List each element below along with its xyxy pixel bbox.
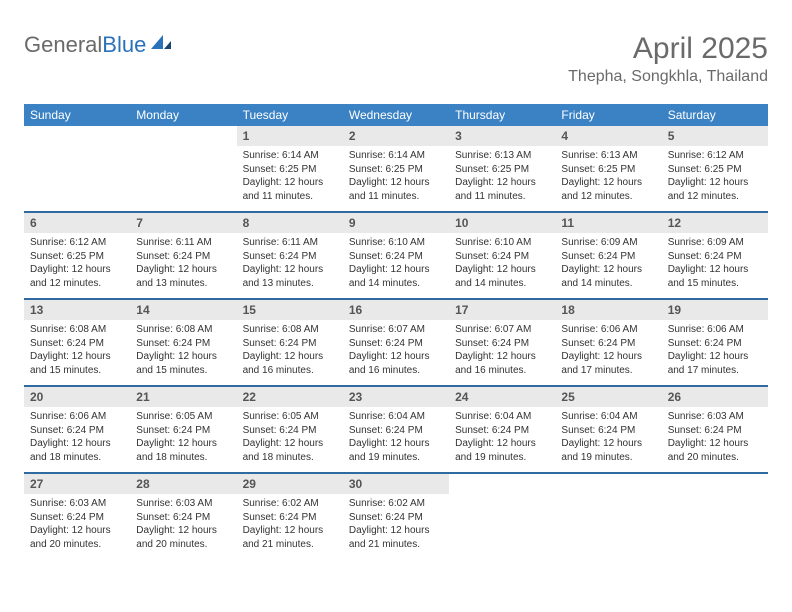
day-info-cell [662,494,768,559]
date-cell: 22 [237,386,343,407]
header: GeneralBlue April 2025 Thepha, Songkhla,… [24,32,768,86]
date-cell: 28 [130,473,236,494]
info-row: Sunrise: 6:14 AMSunset: 6:25 PMDaylight:… [24,146,768,212]
date-cell: 2 [343,126,449,146]
date-cell: 10 [449,212,555,233]
title-block: April 2025 Thepha, Songkhla, Thailand [568,32,768,86]
date-cell: 11 [555,212,661,233]
date-cell: 14 [130,299,236,320]
date-cell [662,473,768,494]
day-info-cell [449,494,555,559]
month-title: April 2025 [568,32,768,66]
date-cell: 26 [662,386,768,407]
date-cell: 16 [343,299,449,320]
day-info-cell: Sunrise: 6:12 AMSunset: 6:25 PMDaylight:… [662,146,768,212]
date-cell: 12 [662,212,768,233]
date-cell: 3 [449,126,555,146]
date-cell: 9 [343,212,449,233]
logo-word-general: General [24,32,102,57]
day-info-cell: Sunrise: 6:13 AMSunset: 6:25 PMDaylight:… [555,146,661,212]
day-info-cell: Sunrise: 6:02 AMSunset: 6:24 PMDaylight:… [343,494,449,559]
date-cell: 19 [662,299,768,320]
date-cell: 6 [24,212,130,233]
date-cell: 23 [343,386,449,407]
date-cell: 20 [24,386,130,407]
date-row: 20212223242526 [24,386,768,407]
date-cell [130,126,236,146]
location-text: Thepha, Songkhla, Thailand [568,68,768,86]
day-info-cell: Sunrise: 6:13 AMSunset: 6:25 PMDaylight:… [449,146,555,212]
date-cell [555,473,661,494]
day-info-cell: Sunrise: 6:14 AMSunset: 6:25 PMDaylight:… [343,146,449,212]
day-info-cell: Sunrise: 6:10 AMSunset: 6:24 PMDaylight:… [449,233,555,299]
date-row: 12345 [24,126,768,146]
weekday-header: Tuesday [237,104,343,126]
day-info-cell [130,146,236,212]
day-info-cell: Sunrise: 6:04 AMSunset: 6:24 PMDaylight:… [343,407,449,473]
day-info-cell: Sunrise: 6:08 AMSunset: 6:24 PMDaylight:… [24,320,130,386]
weekday-header: Saturday [662,104,768,126]
day-info-cell: Sunrise: 6:05 AMSunset: 6:24 PMDaylight:… [237,407,343,473]
date-cell [24,126,130,146]
date-cell: 29 [237,473,343,494]
date-cell: 17 [449,299,555,320]
day-info-cell: Sunrise: 6:03 AMSunset: 6:24 PMDaylight:… [662,407,768,473]
date-cell: 4 [555,126,661,146]
day-info-cell: Sunrise: 6:04 AMSunset: 6:24 PMDaylight:… [449,407,555,473]
weekday-header: Friday [555,104,661,126]
weekday-header: Wednesday [343,104,449,126]
day-info-cell [555,494,661,559]
weekday-header: Thursday [449,104,555,126]
day-info-cell: Sunrise: 6:11 AMSunset: 6:24 PMDaylight:… [130,233,236,299]
day-info-cell [24,146,130,212]
day-info-cell: Sunrise: 6:04 AMSunset: 6:24 PMDaylight:… [555,407,661,473]
weekday-header: Sunday [24,104,130,126]
date-cell: 7 [130,212,236,233]
day-info-cell: Sunrise: 6:08 AMSunset: 6:24 PMDaylight:… [130,320,236,386]
info-row: Sunrise: 6:03 AMSunset: 6:24 PMDaylight:… [24,494,768,559]
day-info-cell: Sunrise: 6:08 AMSunset: 6:24 PMDaylight:… [237,320,343,386]
date-cell: 18 [555,299,661,320]
date-cell: 30 [343,473,449,494]
day-info-cell: Sunrise: 6:14 AMSunset: 6:25 PMDaylight:… [237,146,343,212]
date-cell: 27 [24,473,130,494]
date-cell: 21 [130,386,236,407]
calendar-table: Sunday Monday Tuesday Wednesday Thursday… [24,104,768,559]
weekday-header: Monday [130,104,236,126]
calendar-body: 12345Sunrise: 6:14 AMSunset: 6:25 PMDayl… [24,126,768,559]
day-info-cell: Sunrise: 6:09 AMSunset: 6:24 PMDaylight:… [555,233,661,299]
date-cell: 13 [24,299,130,320]
info-row: Sunrise: 6:12 AMSunset: 6:25 PMDaylight:… [24,233,768,299]
date-cell: 15 [237,299,343,320]
date-cell: 1 [237,126,343,146]
info-row: Sunrise: 6:06 AMSunset: 6:24 PMDaylight:… [24,407,768,473]
date-row: 13141516171819 [24,299,768,320]
day-info-cell: Sunrise: 6:11 AMSunset: 6:24 PMDaylight:… [237,233,343,299]
weekday-header-row: Sunday Monday Tuesday Wednesday Thursday… [24,104,768,126]
date-cell [449,473,555,494]
date-row: 27282930 [24,473,768,494]
date-cell: 5 [662,126,768,146]
date-row: 6789101112 [24,212,768,233]
day-info-cell: Sunrise: 6:02 AMSunset: 6:24 PMDaylight:… [237,494,343,559]
sail-icon [151,35,171,49]
date-cell: 25 [555,386,661,407]
day-info-cell: Sunrise: 6:09 AMSunset: 6:24 PMDaylight:… [662,233,768,299]
day-info-cell: Sunrise: 6:03 AMSunset: 6:24 PMDaylight:… [24,494,130,559]
day-info-cell: Sunrise: 6:07 AMSunset: 6:24 PMDaylight:… [343,320,449,386]
day-info-cell: Sunrise: 6:06 AMSunset: 6:24 PMDaylight:… [662,320,768,386]
day-info-cell: Sunrise: 6:07 AMSunset: 6:24 PMDaylight:… [449,320,555,386]
info-row: Sunrise: 6:08 AMSunset: 6:24 PMDaylight:… [24,320,768,386]
day-info-cell: Sunrise: 6:03 AMSunset: 6:24 PMDaylight:… [130,494,236,559]
logo-word-blue: Blue [102,32,146,57]
date-cell: 8 [237,212,343,233]
day-info-cell: Sunrise: 6:05 AMSunset: 6:24 PMDaylight:… [130,407,236,473]
day-info-cell: Sunrise: 6:12 AMSunset: 6:25 PMDaylight:… [24,233,130,299]
day-info-cell: Sunrise: 6:06 AMSunset: 6:24 PMDaylight:… [24,407,130,473]
day-info-cell: Sunrise: 6:10 AMSunset: 6:24 PMDaylight:… [343,233,449,299]
logo: GeneralBlue [24,32,171,58]
day-info-cell: Sunrise: 6:06 AMSunset: 6:24 PMDaylight:… [555,320,661,386]
logo-text: GeneralBlue [24,32,146,58]
date-cell: 24 [449,386,555,407]
